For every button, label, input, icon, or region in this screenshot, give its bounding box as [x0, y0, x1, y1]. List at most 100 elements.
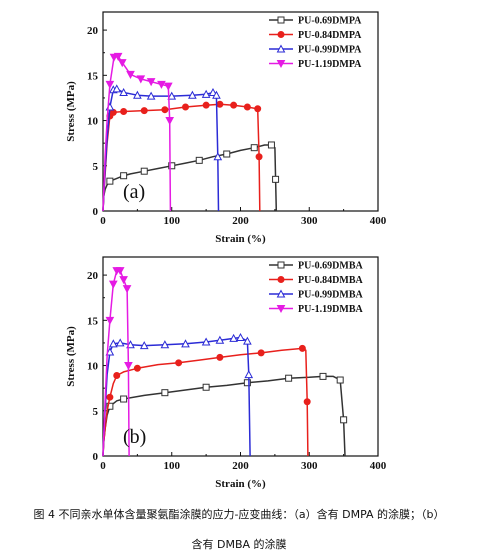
chart-b-panel-label: (b) — [123, 426, 146, 448]
chart-a-series-1-point — [120, 172, 128, 180]
chart-b-legend-marker — [276, 305, 286, 314]
chart-b-series-3-point — [244, 370, 254, 379]
chart-b-series-1-point — [336, 376, 344, 384]
chart-b-x-tick-label: 100 — [164, 460, 181, 472]
chart-b-series-1-point — [243, 379, 251, 387]
chart-b-y-tick-label: 15 — [87, 315, 99, 327]
chart-b-x-axis-label: Strain (%) — [215, 478, 266, 490]
chart-b-series-1-point — [285, 374, 293, 382]
chart-a-series-1-point — [250, 144, 258, 152]
chart-b-series-3-point — [215, 335, 225, 344]
chart-b-series-4-point — [119, 276, 128, 285]
chart-b-series-1-point — [202, 383, 210, 391]
chart-b-y-tick-label: 20 — [87, 270, 99, 282]
chart-b-series-2-point — [113, 371, 121, 379]
chart-b-series-3-point — [236, 332, 245, 342]
chart-a-series-1-point — [223, 150, 231, 158]
chart-a-legend-marker — [276, 44, 286, 53]
chart-b-y-tick-label: 5 — [93, 406, 99, 418]
chart-a-series-1-point — [140, 167, 148, 175]
chart-a-series-3-point — [112, 84, 122, 93]
chart-b-series-1-point — [340, 416, 348, 424]
chart-a-series-2-point — [230, 101, 238, 109]
chart-a-series-4-point — [105, 80, 115, 89]
chart-b-x-tick-label: 0 — [100, 460, 106, 472]
chart-a-y-tick-label: 15 — [87, 70, 99, 82]
chart-a-legend-marker — [277, 31, 285, 38]
chart-b-series-3-point — [201, 337, 211, 346]
chart-b-series-3-point — [181, 339, 190, 348]
chart-b-legend-label: PU-0.99DMBA — [298, 290, 363, 301]
chart-a-series-2-point — [216, 100, 224, 108]
chart-a-x-tick-label: 300 — [301, 215, 318, 227]
chart-b-series-4-point — [108, 280, 118, 289]
chart-a-series-3-point — [119, 87, 128, 97]
chart-a-series-3-point — [213, 152, 223, 161]
chart-b-series-4-point — [105, 316, 115, 325]
chart-a-x-tick-label: 0 — [100, 215, 106, 227]
chart-b-legend-label: PU-0.69DMBA — [298, 261, 363, 272]
chart-a-legend-label: PU-0.99DMPA — [298, 45, 362, 56]
chart-b-legend-marker — [276, 289, 286, 298]
chart-b-series-2-point — [106, 393, 114, 401]
chart-a-series-3-point — [188, 90, 197, 99]
chart-b-series-1-point — [106, 402, 114, 410]
chart-b-series-2-point — [133, 364, 141, 372]
chart-a-series-1-point — [272, 175, 280, 183]
chart-a-series-4-point — [113, 52, 123, 61]
chart-a-series-3-point — [167, 91, 177, 100]
chart-b-series-4-point — [122, 285, 132, 294]
chart-b-x-tick-label: 400 — [370, 460, 387, 472]
chart-b-series-2-point — [216, 353, 224, 361]
chart-a-series-4-point — [117, 59, 127, 68]
chart-a-y-tick-label: 20 — [87, 25, 99, 37]
chart-b-legend-label: PU-0.84DMBA — [298, 275, 363, 286]
chart-a-series-3-point — [212, 90, 221, 99]
chart-b-series-2-point — [175, 359, 183, 367]
chart-a-x-tick-label: 100 — [164, 215, 181, 227]
chart-b-series-3-point — [139, 341, 149, 350]
chart-a-series-3-point — [201, 89, 211, 98]
chart-b-series-3-point — [115, 338, 125, 347]
chart-b-series-line-4 — [102, 269, 130, 457]
chart-b-series-3-point — [108, 339, 118, 348]
chart-a-series-4-point — [126, 70, 135, 79]
chart-b-y-tick-label: 10 — [87, 361, 99, 373]
chart-a-series-1-point — [267, 141, 275, 149]
chart-a-series-1-point — [195, 156, 203, 164]
chart-a-series-1-point — [106, 177, 114, 185]
chart-a-y-tick-label: 10 — [87, 116, 99, 128]
chart-a-series-2-point — [182, 103, 189, 111]
chart-a-legend-marker — [277, 16, 285, 24]
chart-a-y-axis-label: Stress (MPa) — [65, 81, 77, 142]
chart-a-series-2-point — [120, 108, 128, 115]
chart-a-series-3-point — [146, 91, 156, 100]
chart-b-series-2-point — [257, 349, 265, 357]
chart-a-series-line-3 — [102, 88, 220, 212]
chart-a-series-4-point — [163, 82, 173, 91]
chart-a-x-axis-label: Strain (%) — [215, 233, 266, 245]
chart-b-legend-label: PU-1.19DMBA — [298, 304, 363, 315]
chart-a-series-3-point — [133, 90, 142, 99]
chart-b-series-2-point — [298, 344, 306, 352]
chart-panel-a: 0 100 200 300 400 0 5 10 15 20 Strain (%) Stress (M… — [65, 11, 387, 245]
chart-a-series-2-point — [202, 101, 210, 109]
chart-b-series-3-point — [229, 333, 238, 342]
figure-caption-line-1: 图 4 不同亲水单体含量聚氨酯涂膜的应力-应变曲线：（a）含有 DMPA 的涂膜… — [33, 508, 445, 521]
chart-a-series-2-point — [140, 107, 148, 115]
chart-b-y-tick-label: 0 — [93, 451, 99, 463]
figure-caption-line-2: 含有 DMBA 的涂膜 — [191, 538, 287, 551]
chart-b-series-2-point — [303, 398, 311, 406]
chart-a-series-2-point — [161, 106, 169, 114]
chart-b-series-3-point — [243, 336, 252, 345]
chart-a-legend-marker — [276, 60, 286, 69]
chart-b-series-4-point — [115, 267, 125, 276]
chart-a-y-tick-label: 5 — [93, 161, 99, 173]
chart-b-x-tick-label: 200 — [232, 460, 249, 472]
chart-b-legend-marker — [277, 261, 285, 269]
chart-b-series-1-point — [120, 395, 128, 403]
chart-a-series-1-point — [168, 162, 176, 170]
chart-b-series-4-point — [124, 362, 133, 371]
chart-a-series-2-point — [254, 105, 262, 113]
